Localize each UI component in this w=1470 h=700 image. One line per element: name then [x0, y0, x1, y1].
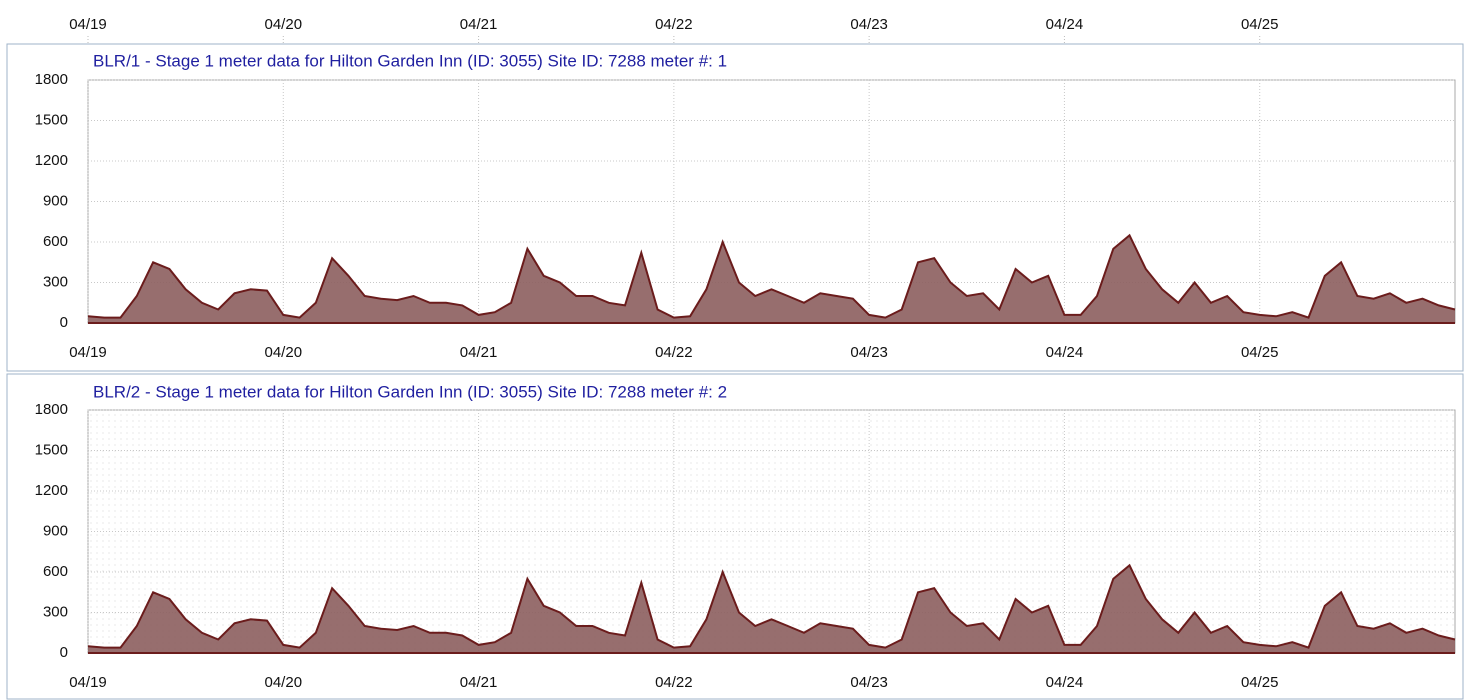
- y-tick-label: 300: [43, 603, 68, 620]
- x-tick-label: 04/22: [655, 674, 693, 691]
- x-tick-label: 04/25: [1241, 16, 1279, 33]
- x-tick-label: 04/23: [850, 344, 888, 361]
- plot-area: [87, 79, 1456, 324]
- x-tick-label: 04/19: [69, 16, 107, 33]
- chart-title: BLR/1 - Stage 1 meter data for Hilton Ga…: [93, 51, 727, 70]
- x-tick-label: 04/20: [265, 674, 303, 691]
- area: [88, 235, 1455, 323]
- y-tick-label: 1500: [35, 111, 68, 128]
- x-tick-label: 04/24: [1046, 344, 1084, 361]
- y-tick-label: 900: [43, 522, 68, 539]
- area: [88, 565, 1455, 653]
- x-tick-label: 04/24: [1046, 16, 1084, 33]
- x-tick-label: 04/25: [1241, 674, 1279, 691]
- x-tick-label: 04/22: [655, 344, 693, 361]
- y-tick-label: 900: [43, 192, 68, 209]
- y-tick-label: 1800: [35, 71, 68, 88]
- y-tick-label: 600: [43, 233, 68, 250]
- x-tick-label: 04/20: [265, 16, 303, 33]
- x-tick-label: 04/22: [655, 16, 693, 33]
- x-tick-label: 04/21: [460, 344, 498, 361]
- x-tick-label: 04/21: [460, 674, 498, 691]
- x-tick-label: 04/23: [850, 16, 888, 33]
- y-tick-label: 0: [60, 644, 68, 661]
- area-outline: [87, 233, 1456, 319]
- y-tick-label: 1500: [35, 441, 68, 458]
- x-tick-label: 04/20: [265, 344, 303, 361]
- x-tick-label: 04/23: [850, 674, 888, 691]
- y-tick-label: 1800: [35, 401, 68, 418]
- x-tick-label: 04/25: [1241, 344, 1279, 361]
- x-tick-label: 04/19: [69, 344, 107, 361]
- y-tick-label: 600: [43, 563, 68, 580]
- plot-area: [87, 409, 1456, 654]
- y-tick-label: 0: [60, 314, 68, 331]
- y-tick-label: 300: [43, 273, 68, 290]
- area-outline: [87, 563, 1456, 649]
- x-tick-label: 04/24: [1046, 674, 1084, 691]
- chart-title: BLR/2 - Stage 1 meter data for Hilton Ga…: [93, 382, 727, 401]
- x-tick-label: 04/21: [460, 16, 498, 33]
- x-tick-label: 04/19: [69, 674, 107, 691]
- y-tick-label: 1200: [35, 482, 68, 499]
- y-tick-label: 1200: [35, 152, 68, 169]
